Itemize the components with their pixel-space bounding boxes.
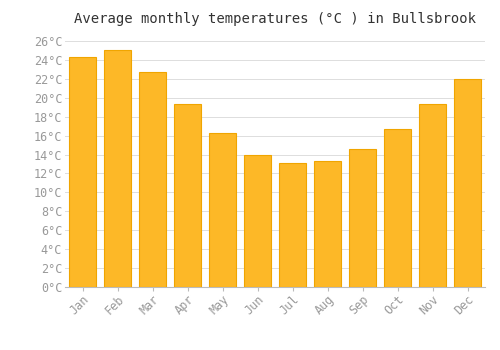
Bar: [314, 161, 340, 287]
Bar: [210, 133, 236, 287]
Bar: [280, 163, 305, 287]
Bar: [140, 72, 166, 287]
Bar: [70, 57, 96, 287]
Bar: [384, 129, 410, 287]
Bar: [454, 79, 480, 287]
Bar: [174, 104, 201, 287]
Title: Average monthly temperatures (°C ) in Bullsbrook: Average monthly temperatures (°C ) in Bu…: [74, 12, 476, 26]
Bar: [244, 154, 270, 287]
Bar: [104, 50, 130, 287]
Bar: [420, 104, 446, 287]
Bar: [350, 149, 376, 287]
